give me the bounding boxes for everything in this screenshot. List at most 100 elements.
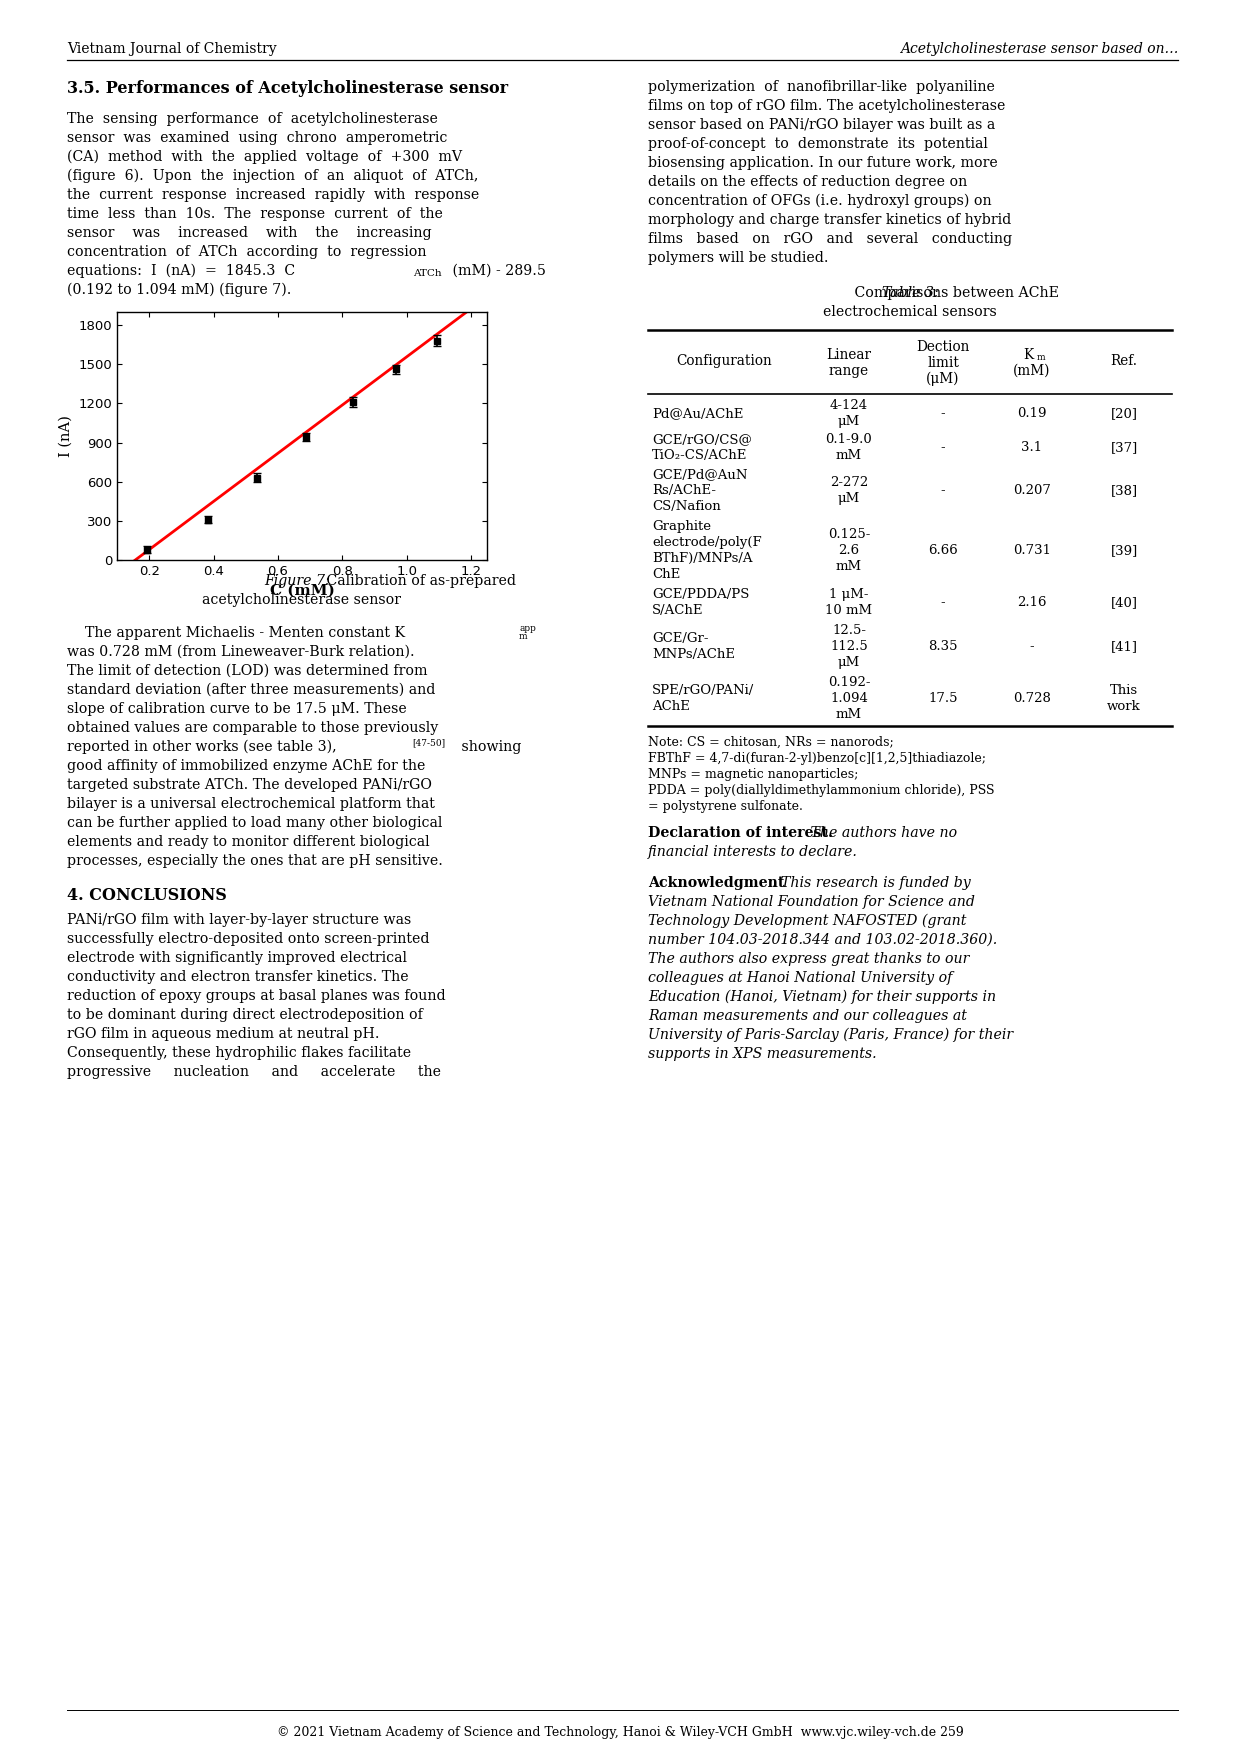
Text: [38]: [38]: [1111, 484, 1137, 496]
Text: TiO₂-CS/AChE: TiO₂-CS/AChE: [652, 449, 748, 461]
Text: This: This: [1110, 684, 1138, 696]
Text: (μM): (μM): [926, 372, 960, 386]
Text: m: m: [520, 631, 528, 640]
Text: work: work: [1107, 700, 1141, 712]
Text: reported in other works (see table 3),: reported in other works (see table 3),: [67, 740, 336, 754]
Text: supports in XPS measurements.: supports in XPS measurements.: [649, 1047, 877, 1061]
Text: mM: mM: [836, 560, 862, 574]
Text: -: -: [941, 440, 945, 454]
Text: to be dominant during direct electrodeposition of: to be dominant during direct electrodepo…: [67, 1009, 423, 1023]
Text: time  less  than  10s.  The  response  current  of  the: time less than 10s. The response current…: [67, 207, 443, 221]
Text: electrochemical sensors: electrochemical sensors: [823, 305, 997, 319]
Text: 0.192-: 0.192-: [828, 675, 870, 689]
Text: app: app: [520, 624, 536, 633]
Text: (mM) - 289.5: (mM) - 289.5: [448, 265, 546, 277]
Text: Calibration of as-prepared: Calibration of as-prepared: [322, 574, 516, 588]
Text: range: range: [828, 365, 869, 379]
Text: Acknowledgment: Acknowledgment: [649, 875, 785, 889]
Text: (0.192 to 1.094 mM) (figure 7).: (0.192 to 1.094 mM) (figure 7).: [67, 282, 291, 298]
Y-axis label: I (nA): I (nA): [58, 416, 73, 458]
Text: the  current  response  increased  rapidly  with  response: the current response increased rapidly w…: [67, 188, 479, 202]
Text: Rs/AChE-: Rs/AChE-: [652, 484, 715, 496]
Text: AChE: AChE: [652, 700, 689, 712]
Text: 1 μM-: 1 μM-: [830, 588, 869, 602]
Text: electrode with significantly improved electrical: electrode with significantly improved el…: [67, 951, 407, 965]
Text: 0.731: 0.731: [1013, 544, 1052, 558]
Text: concentration of OFGs (i.e. hydroxyl groups) on: concentration of OFGs (i.e. hydroxyl gro…: [649, 195, 992, 209]
Text: The  sensing  performance  of  acetylcholinesterase: The sensing performance of acetylcholine…: [67, 112, 438, 126]
Text: Graphite: Graphite: [652, 519, 711, 533]
Text: GCE/PDDA/PS: GCE/PDDA/PS: [652, 588, 749, 602]
Text: Figure 7:: Figure 7:: [264, 574, 330, 588]
Text: 8.35: 8.35: [929, 640, 957, 652]
Text: proof-of-concept  to  demonstrate  its  potential: proof-of-concept to demonstrate its pote…: [649, 137, 988, 151]
Text: CS/Nafion: CS/Nafion: [652, 500, 720, 512]
Text: [40]: [40]: [1111, 596, 1137, 609]
Text: Dection: Dection: [916, 340, 970, 354]
Text: (figure  6).  Upon  the  injection  of  an  aliquot  of  ATCh,: (figure 6). Upon the injection of an ali…: [67, 168, 479, 184]
Text: films on top of rGO film. The acetylcholinesterase: films on top of rGO film. The acetylchol…: [649, 98, 1006, 112]
Text: FBThF = 4,7-di(furan-2-yl)benzo[c][1,2,5]thiadiazole;: FBThF = 4,7-di(furan-2-yl)benzo[c][1,2,5…: [649, 752, 986, 765]
Text: Ref.: Ref.: [1111, 354, 1137, 368]
Text: bilayer is a universal electrochemical platform that: bilayer is a universal electrochemical p…: [67, 796, 435, 810]
Text: Declaration of interest.: Declaration of interest.: [649, 826, 833, 840]
Text: obtained values are comparable to those previously: obtained values are comparable to those …: [67, 721, 438, 735]
Text: The authors also express great thanks to our: The authors also express great thanks to…: [649, 952, 970, 966]
Text: -: -: [941, 407, 945, 419]
Text: acetylcholinesterase sensor: acetylcholinesterase sensor: [202, 593, 402, 607]
Text: m: m: [1037, 353, 1045, 361]
Text: The authors have no: The authors have no: [806, 826, 957, 840]
Text: 0.1-9.0: 0.1-9.0: [826, 433, 873, 446]
Text: good affinity of immobilized enzyme AChE for the: good affinity of immobilized enzyme AChE…: [67, 759, 425, 774]
Text: 0.125-: 0.125-: [828, 528, 870, 540]
Text: elements and ready to monitor different biological: elements and ready to monitor different …: [67, 835, 429, 849]
Text: 0.728: 0.728: [1013, 693, 1052, 705]
Text: Pd@Au/AChE: Pd@Au/AChE: [652, 407, 743, 419]
Text: mM: mM: [836, 449, 862, 461]
Text: slope of calibration curve to be 17.5 μM. These: slope of calibration curve to be 17.5 μM…: [67, 702, 407, 716]
Text: targeted substrate ATCh. The developed PANi/rGO: targeted substrate ATCh. The developed P…: [67, 779, 432, 793]
Text: biosensing application. In our future work, more: biosensing application. In our future wo…: [649, 156, 998, 170]
Text: 12.5-: 12.5-: [832, 624, 866, 637]
Text: limit: limit: [928, 356, 959, 370]
Text: BThF)/MNPs/A: BThF)/MNPs/A: [652, 553, 753, 565]
Text: 0.19: 0.19: [1017, 407, 1047, 419]
Text: sensor    was    increased    with    the    increasing: sensor was increased with the increasing: [67, 226, 432, 240]
Text: S/AChE: S/AChE: [652, 603, 703, 617]
Text: 6.66: 6.66: [928, 544, 957, 558]
Text: processes, especially the ones that are pH sensitive.: processes, especially the ones that are …: [67, 854, 443, 868]
Text: Comparisons between AChE: Comparisons between AChE: [849, 286, 1059, 300]
Text: 1.094: 1.094: [830, 693, 868, 705]
Text: μM: μM: [838, 493, 861, 505]
Text: sensor based on PANi/rGO bilayer was built as a: sensor based on PANi/rGO bilayer was bui…: [649, 118, 996, 132]
Text: [37]: [37]: [1110, 440, 1137, 454]
Text: (mM): (mM): [1013, 365, 1050, 379]
Text: Technology Development NAFOSTED (grant: Technology Development NAFOSTED (grant: [649, 914, 966, 928]
Text: -: -: [1029, 640, 1034, 652]
Text: (CA)  method  with  the  applied  voltage  of  +300  mV: (CA) method with the applied voltage of …: [67, 151, 463, 165]
Text: successfully electro-deposited onto screen-printed: successfully electro-deposited onto scre…: [67, 931, 429, 945]
Text: 17.5: 17.5: [929, 693, 957, 705]
Text: The limit of detection (LOD) was determined from: The limit of detection (LOD) was determi…: [67, 665, 428, 679]
Text: 2.16: 2.16: [1017, 596, 1047, 609]
X-axis label: C (mM): C (mM): [269, 584, 335, 598]
Text: details on the effects of reduction degree on: details on the effects of reduction degr…: [649, 175, 967, 189]
Text: 4-124: 4-124: [830, 398, 868, 412]
Text: 2-272: 2-272: [830, 475, 868, 489]
Text: PANi/rGO film with layer-by-layer structure was: PANi/rGO film with layer-by-layer struct…: [67, 914, 412, 928]
Text: colleagues at Hanoi National University of: colleagues at Hanoi National University …: [649, 972, 952, 986]
Text: can be further applied to load many other biological: can be further applied to load many othe…: [67, 816, 443, 830]
Text: Linear: Linear: [827, 347, 872, 361]
Text: Table 3:: Table 3:: [882, 286, 939, 300]
Text: -: -: [941, 596, 945, 609]
Text: 4. CONCLUSIONS: 4. CONCLUSIONS: [67, 888, 227, 903]
Text: was 0.728 mM (from Lineweaver-Burk relation).: was 0.728 mM (from Lineweaver-Burk relat…: [67, 645, 414, 660]
Text: polymers will be studied.: polymers will be studied.: [649, 251, 828, 265]
Text: K: K: [1023, 347, 1033, 361]
Text: 0.207: 0.207: [1013, 484, 1052, 496]
Text: Vietnam National Foundation for Science and: Vietnam National Foundation for Science …: [649, 895, 975, 909]
Text: The apparent Michaelis - Menten constant K: The apparent Michaelis - Menten constant…: [67, 626, 405, 640]
Text: 3.1: 3.1: [1022, 440, 1043, 454]
Text: [20]: [20]: [1111, 407, 1137, 419]
Text: Note: CS = chitosan, NRs = nanorods;: Note: CS = chitosan, NRs = nanorods;: [649, 737, 894, 749]
